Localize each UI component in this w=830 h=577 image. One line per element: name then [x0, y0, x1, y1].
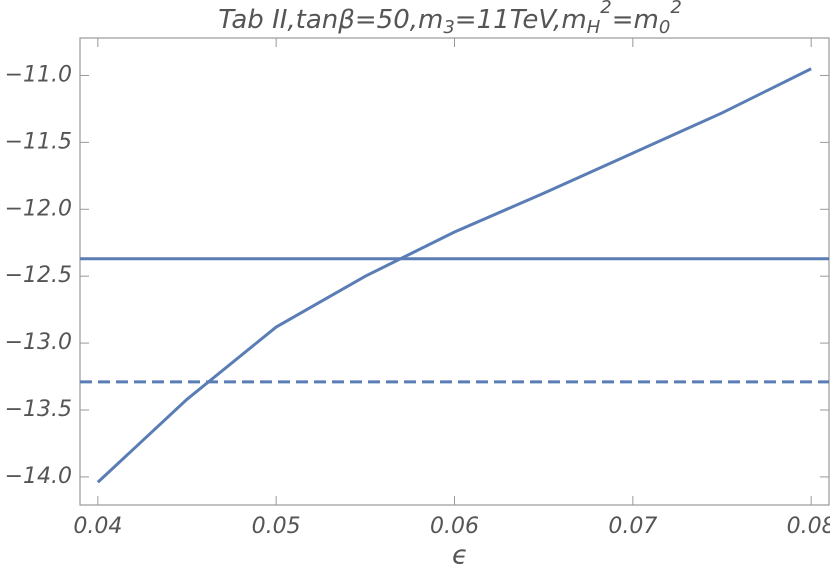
- y-tick-label: −11.0: [5, 62, 72, 87]
- data-line: [96, 67, 812, 484]
- y-tick-label: −14.0: [5, 464, 72, 489]
- title-part: 2: [600, 0, 611, 18]
- y-tick-label: −12.5: [5, 263, 72, 288]
- title-part: =11TeV,m: [455, 5, 587, 35]
- title-part: =m: [612, 5, 659, 35]
- title-part: 0: [659, 17, 670, 38]
- x-tick-label: 0.07: [608, 514, 657, 539]
- plot-frame: [79, 37, 830, 506]
- x-axis-label: ϵ: [452, 541, 468, 571]
- title-part: 2: [670, 0, 681, 18]
- y-tick-label: −12.0: [5, 196, 72, 221]
- x-tick-label: 0.06: [430, 514, 479, 539]
- y-tick-label: −13.0: [5, 330, 72, 355]
- title-part: H: [587, 17, 601, 38]
- chart-title: Tab II,tanβ=50,m3=11TeV,mH2=m02: [218, 0, 682, 38]
- y-tick-label: −11.5: [5, 129, 72, 154]
- x-tick-label: 0.08: [787, 514, 830, 539]
- x-tick-label: 0.04: [73, 514, 122, 539]
- title-part: 3: [443, 17, 454, 38]
- y-tick-label: −13.5: [5, 397, 72, 422]
- title-part: Tab II,tanβ=50,m: [218, 5, 443, 35]
- x-tick-label: 0.05: [252, 514, 301, 539]
